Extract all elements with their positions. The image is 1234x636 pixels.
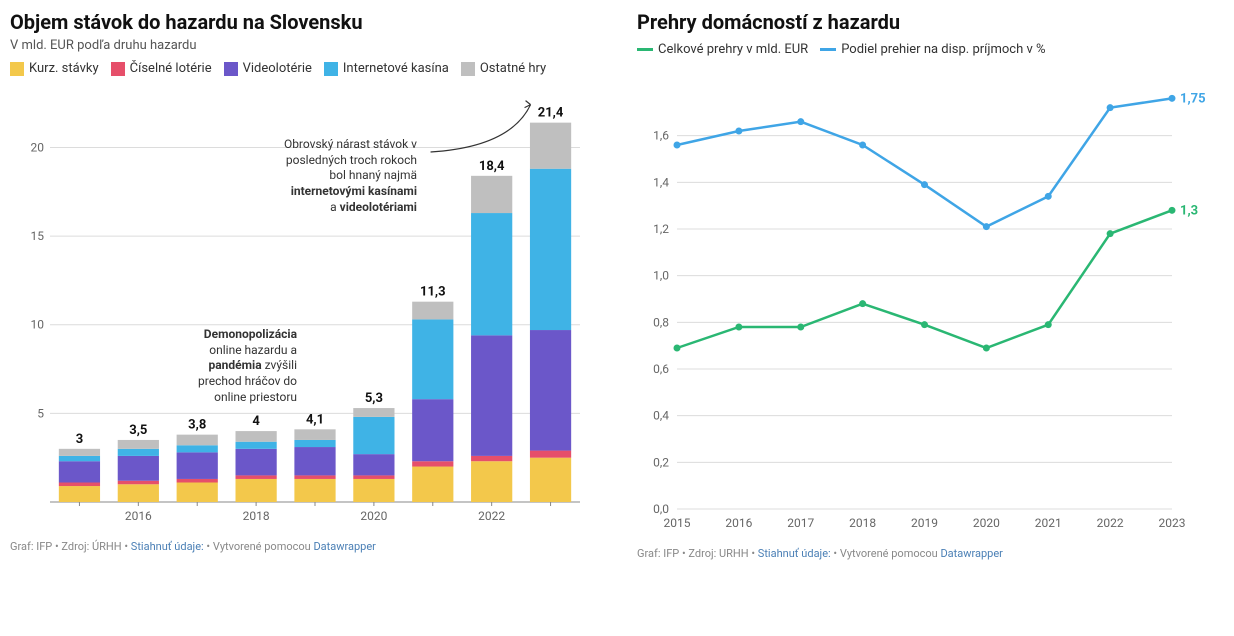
footer-zdroj-r: Zdroj: URHH [688,547,748,560]
line-chart-area: 0,0 0,2 0,4 0,6 0,8 1,0 1,2 1,4 1,6 2015 2016 2017 2… [637,69,1224,539]
svg-text:2020: 2020 [360,509,387,523]
legend-item: Internetové kasína [324,59,449,79]
annotation-narast: Obrovský nárast stávok vposledných troch… [237,137,417,215]
svg-text:0,0: 0,0 [653,502,669,516]
download-link[interactable]: Stiahnuť údaje: [131,540,204,553]
svg-text:1,6: 1,6 [653,129,669,143]
legend-item: Kurz. stávky [10,59,99,79]
left-footer: Graf: IFP • Zdroj: ÚRHH • Stiahnuť údaje… [10,540,597,553]
svg-text:1,4: 1,4 [653,176,669,190]
legend-label: Videolotérie [243,59,312,79]
left-subtitle: V mld. EUR podľa druhu hazardu [10,38,597,53]
left-legend: Kurz. stávky Číselné lotérie Videolotérie I… [10,59,597,82]
legend-swatch [224,62,238,76]
svg-text:1,3: 1,3 [1180,204,1198,219]
legend-line-swatch [637,48,653,51]
svg-text:0,2: 0,2 [653,456,669,470]
legend-label: Internetové kasína [343,59,449,79]
footer-graf-r: Graf: IFP [637,547,679,560]
svg-text:2022: 2022 [1097,516,1124,530]
datawrapper-link-r[interactable]: Datawrapper [940,547,1002,560]
svg-text:5,3: 5,3 [365,391,383,406]
svg-text:0,8: 0,8 [653,316,669,330]
svg-text:0,4: 0,4 [653,409,669,423]
footer-graf: Graf: IFP [10,540,52,553]
svg-text:2018: 2018 [849,516,876,530]
bar-chart-area: 5 10 15 20 3 3,5 3,8 4 4,1 5,3 11,3 18,4 21,4 2016 201… [10,92,597,532]
svg-text:21,4: 21,4 [538,106,564,121]
right-title: Prehry domácností z hazardu [637,10,1224,34]
legend-swatch [461,62,475,76]
svg-text:10: 10 [31,318,45,332]
line-chart-svg: 0,0 0,2 0,4 0,6 0,8 1,0 1,2 1,4 1,6 2015 2016 2017 2… [637,69,1217,539]
annotation-demonopolizacia: Demonopolizáciaonline hazardu apandémia … [147,327,297,405]
svg-text:3,8: 3,8 [188,418,206,433]
svg-text:2020: 2020 [973,516,1000,530]
right-footer: Graf: IFP • Zdroj: URHH • Stiahnuť údaje… [637,547,1224,560]
svg-text:4,1: 4,1 [306,413,324,428]
legend-item: Číselné lotérie [111,59,212,79]
datawrapper-link[interactable]: Datawrapper [313,540,375,553]
svg-text:2015: 2015 [664,516,691,530]
legend-label: Podiel prehier na disp. príjmoch v % [841,40,1045,60]
svg-text:15: 15 [31,229,45,243]
svg-text:3: 3 [76,432,83,447]
left-panel: Objem stávok do hazardu na Slovensku V m… [10,10,597,560]
legend-swatch [10,62,24,76]
legend-line-swatch [820,48,836,51]
legend-label: Celkové prehry v mld. EUR [658,40,808,60]
svg-text:18,4: 18,4 [479,159,505,174]
legend-label: Číselné lotérie [130,59,212,79]
svg-text:3,5: 3,5 [129,423,147,438]
legend-item: Videolotérie [224,59,312,79]
svg-text:1,2: 1,2 [653,222,669,236]
legend-label: Ostatné hry [480,59,546,79]
right-legend: Celkové prehry v mld. EUR Podiel prehier … [637,38,1224,59]
svg-text:1,75: 1,75 [1180,92,1206,107]
footer-created-r: Vytvorené pomocou [840,547,938,560]
svg-text:2021: 2021 [1035,516,1062,530]
legend-swatch [324,62,338,76]
legend-item: Celkové prehry v mld. EUR [637,40,808,60]
footer-zdroj: Zdroj: ÚRHH [61,540,121,553]
footer-created: Vytvorené pomocou [213,540,311,553]
svg-text:5: 5 [37,407,44,421]
download-link-r[interactable]: Stiahnuť údaje: [758,547,831,560]
svg-text:2022: 2022 [478,509,505,523]
dashboard: Objem stávok do hazardu na Slovensku V m… [10,10,1224,560]
svg-text:11,3: 11,3 [420,285,446,300]
svg-text:20: 20 [31,141,45,155]
svg-text:2023: 2023 [1159,516,1186,530]
legend-item: Ostatné hry [461,59,546,79]
svg-text:2016: 2016 [125,509,152,523]
svg-text:1,0: 1,0 [653,269,669,283]
svg-text:4: 4 [252,414,260,429]
svg-text:2016: 2016 [725,516,752,530]
right-panel: Prehry domácností z hazardu Celkové preh… [637,10,1224,560]
legend-swatch [111,62,125,76]
svg-text:2019: 2019 [911,516,938,530]
legend-label: Kurz. stávky [29,59,99,79]
svg-text:0,6: 0,6 [653,362,669,376]
legend-item: Podiel prehier na disp. príjmoch v % [820,40,1045,60]
left-title: Objem stávok do hazardu na Slovensku [10,10,597,34]
svg-text:2017: 2017 [787,516,814,530]
svg-text:2018: 2018 [243,509,270,523]
